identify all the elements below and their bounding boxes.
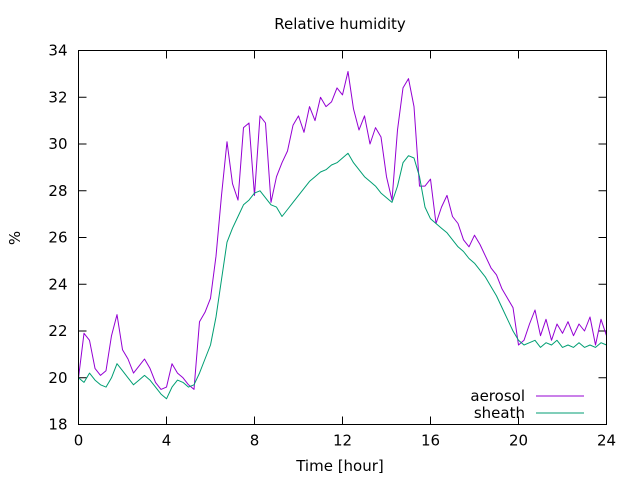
x-axis-label: Time [hour] xyxy=(295,457,384,475)
series-layer xyxy=(78,71,607,400)
x-tick-label: 24 xyxy=(597,432,616,450)
y-tick-label: 28 xyxy=(48,182,67,200)
y-tick-label: 26 xyxy=(48,229,67,247)
y-tick-label: 30 xyxy=(48,135,67,153)
plot-frame xyxy=(78,50,607,425)
y-tick-label: 22 xyxy=(48,322,67,340)
series-line-aerosol xyxy=(78,71,607,390)
y-axis-label: % xyxy=(6,231,24,245)
series-line-sheath xyxy=(78,152,607,400)
axis-tick-labels: 0 4 8 12 16 20 24 18 20 22 24 26 28 30 32 34 xyxy=(48,42,616,450)
x-tick-label: 4 xyxy=(162,432,172,450)
x-tick-label: 8 xyxy=(250,432,260,450)
y-tick-label: 18 xyxy=(48,416,67,434)
axis-ticks xyxy=(78,50,607,425)
y-tick-label: 24 xyxy=(48,275,67,293)
chart-title: Relative humidity xyxy=(274,15,406,33)
x-tick-label: 0 xyxy=(74,432,84,450)
x-tick-label: 12 xyxy=(333,432,352,450)
y-tick-label: 20 xyxy=(48,369,67,387)
legend-label-sheath: sheath xyxy=(474,404,525,422)
legend-label-aerosol: aerosol xyxy=(470,387,525,405)
y-tick-label: 32 xyxy=(48,88,67,106)
y-tick-label: 34 xyxy=(48,42,67,60)
x-tick-label: 20 xyxy=(509,432,528,450)
x-tick-label: 16 xyxy=(421,432,440,450)
